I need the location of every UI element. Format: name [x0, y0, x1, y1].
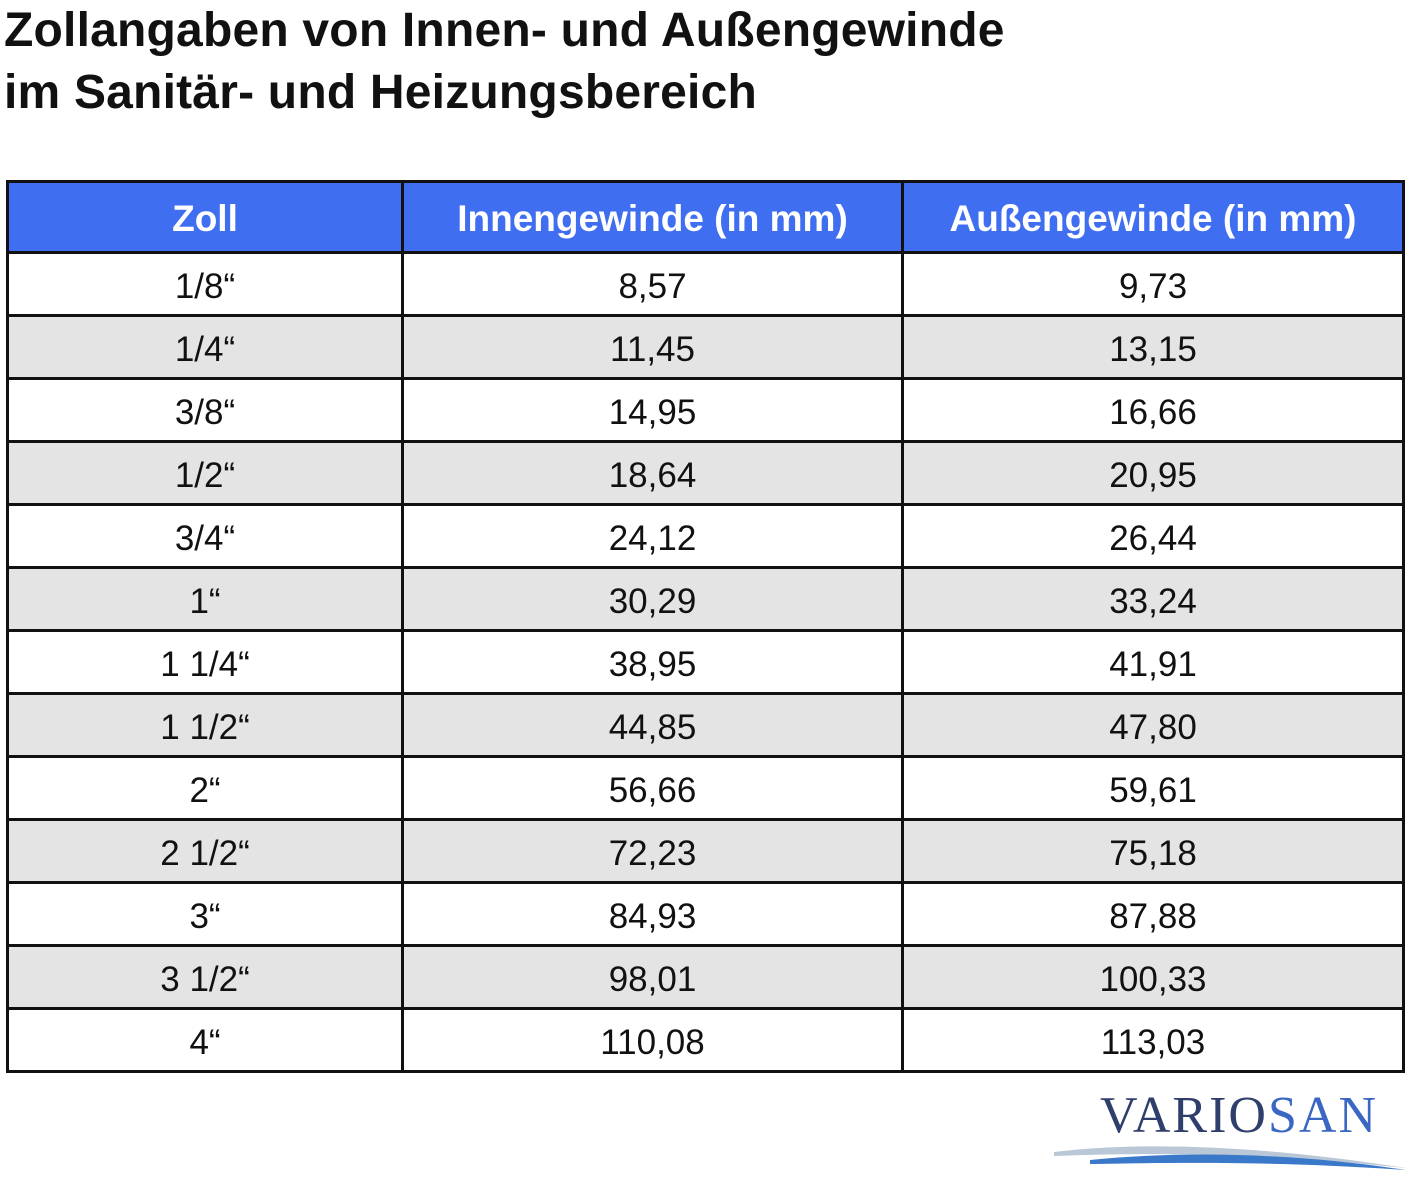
cell-aussengewinde: 9,73: [901, 251, 1405, 317]
cell-innengewinde: 110,08: [401, 1007, 904, 1073]
cell-innengewinde: 14,95: [401, 377, 904, 443]
column-header-aussengewinde: Außengewinde (in mm): [901, 180, 1405, 254]
cell-zoll: 3“: [6, 881, 404, 947]
cell-innengewinde: 11,45: [401, 314, 904, 380]
cell-zoll: 3 1/2“: [6, 944, 404, 1010]
table-header: Zoll Innengewinde (in mm) Außengewinde (…: [6, 180, 1405, 254]
cell-innengewinde: 38,95: [401, 629, 904, 695]
brand-wordmark-san: SAN: [1267, 1087, 1378, 1144]
table-header-row: Zoll Innengewinde (in mm) Außengewinde (…: [6, 180, 1405, 254]
cell-zoll: 1 1/4“: [6, 629, 404, 695]
cell-aussengewinde: 16,66: [901, 377, 1405, 443]
thread-size-table: Zoll Innengewinde (in mm) Außengewinde (…: [6, 180, 1405, 1073]
page-title-line-2: im Sanitär- und Heizungsbereich: [4, 66, 757, 119]
table-row: 1“ 30,29 33,24: [6, 566, 1405, 632]
page-title-line-1: Zollangaben von Innen- und Außengewinde: [4, 4, 1005, 57]
cell-zoll: 2 1/2“: [6, 818, 404, 884]
table-row: 3/8“ 14,95 16,66: [6, 377, 1405, 443]
cell-innengewinde: 98,01: [401, 944, 904, 1010]
cell-aussengewinde: 87,88: [901, 881, 1405, 947]
table-row: 3“ 84,93 87,88: [6, 881, 1405, 947]
cell-zoll: 1/2“: [6, 440, 404, 506]
variosan-logo: VARIOSAN: [1050, 1080, 1410, 1180]
column-header-zoll: Zoll: [6, 180, 404, 254]
table-row: 1/8“ 8,57 9,73: [6, 251, 1405, 317]
cell-zoll: 1/8“: [6, 251, 404, 317]
cell-aussengewinde: 26,44: [901, 503, 1405, 569]
cell-aussengewinde: 59,61: [901, 755, 1405, 821]
cell-innengewinde: 56,66: [401, 755, 904, 821]
cell-zoll: 1“: [6, 566, 404, 632]
column-header-innengewinde: Innengewinde (in mm): [401, 180, 904, 254]
cell-innengewinde: 30,29: [401, 566, 904, 632]
cell-zoll: 2“: [6, 755, 404, 821]
table-row: 3/4“ 24,12 26,44: [6, 503, 1405, 569]
water-swoosh-icon: [1054, 1146, 1406, 1170]
cell-zoll: 3/4“: [6, 503, 404, 569]
cell-innengewinde: 84,93: [401, 881, 904, 947]
cell-innengewinde: 8,57: [401, 251, 904, 317]
table-row: 3 1/2“ 98,01 100,33: [6, 944, 1405, 1010]
table-row: 1/4“ 11,45 13,15: [6, 314, 1405, 380]
swoosh-front-wave: [1090, 1154, 1406, 1170]
cell-zoll: 1/4“: [6, 314, 404, 380]
cell-aussengewinde: 100,33: [901, 944, 1405, 1010]
cell-aussengewinde: 47,80: [901, 692, 1405, 758]
cell-aussengewinde: 41,91: [901, 629, 1405, 695]
cell-aussengewinde: 13,15: [901, 314, 1405, 380]
cell-innengewinde: 72,23: [401, 818, 904, 884]
brand-wordmark: VARIOSAN: [1100, 1086, 1378, 1146]
table-row: 2 1/2“ 72,23 75,18: [6, 818, 1405, 884]
table-body: 1/8“ 8,57 9,73 1/4“ 11,45 13,15 3/8“ 14,…: [6, 251, 1405, 1073]
cell-aussengewinde: 33,24: [901, 566, 1405, 632]
table-row: 4“ 110,08 113,03: [6, 1007, 1405, 1073]
page-title: Zollangaben von Innen- und Außengewinde …: [4, 0, 1005, 124]
cell-zoll: 4“: [6, 1007, 404, 1073]
cell-zoll: 3/8“: [6, 377, 404, 443]
cell-aussengewinde: 75,18: [901, 818, 1405, 884]
cell-innengewinde: 44,85: [401, 692, 904, 758]
cell-aussengewinde: 113,03: [901, 1007, 1405, 1073]
table-row: 1 1/4“ 38,95 41,91: [6, 629, 1405, 695]
cell-aussengewinde: 20,95: [901, 440, 1405, 506]
swoosh-back-wave: [1054, 1146, 1406, 1168]
cell-zoll: 1 1/2“: [6, 692, 404, 758]
table-row: 1/2“ 18,64 20,95: [6, 440, 1405, 506]
cell-innengewinde: 18,64: [401, 440, 904, 506]
cell-innengewinde: 24,12: [401, 503, 904, 569]
brand-wordmark-vario: VARIO: [1100, 1087, 1268, 1144]
table-row: 1 1/2“ 44,85 47,80: [6, 692, 1405, 758]
table-row: 2“ 56,66 59,61: [6, 755, 1405, 821]
